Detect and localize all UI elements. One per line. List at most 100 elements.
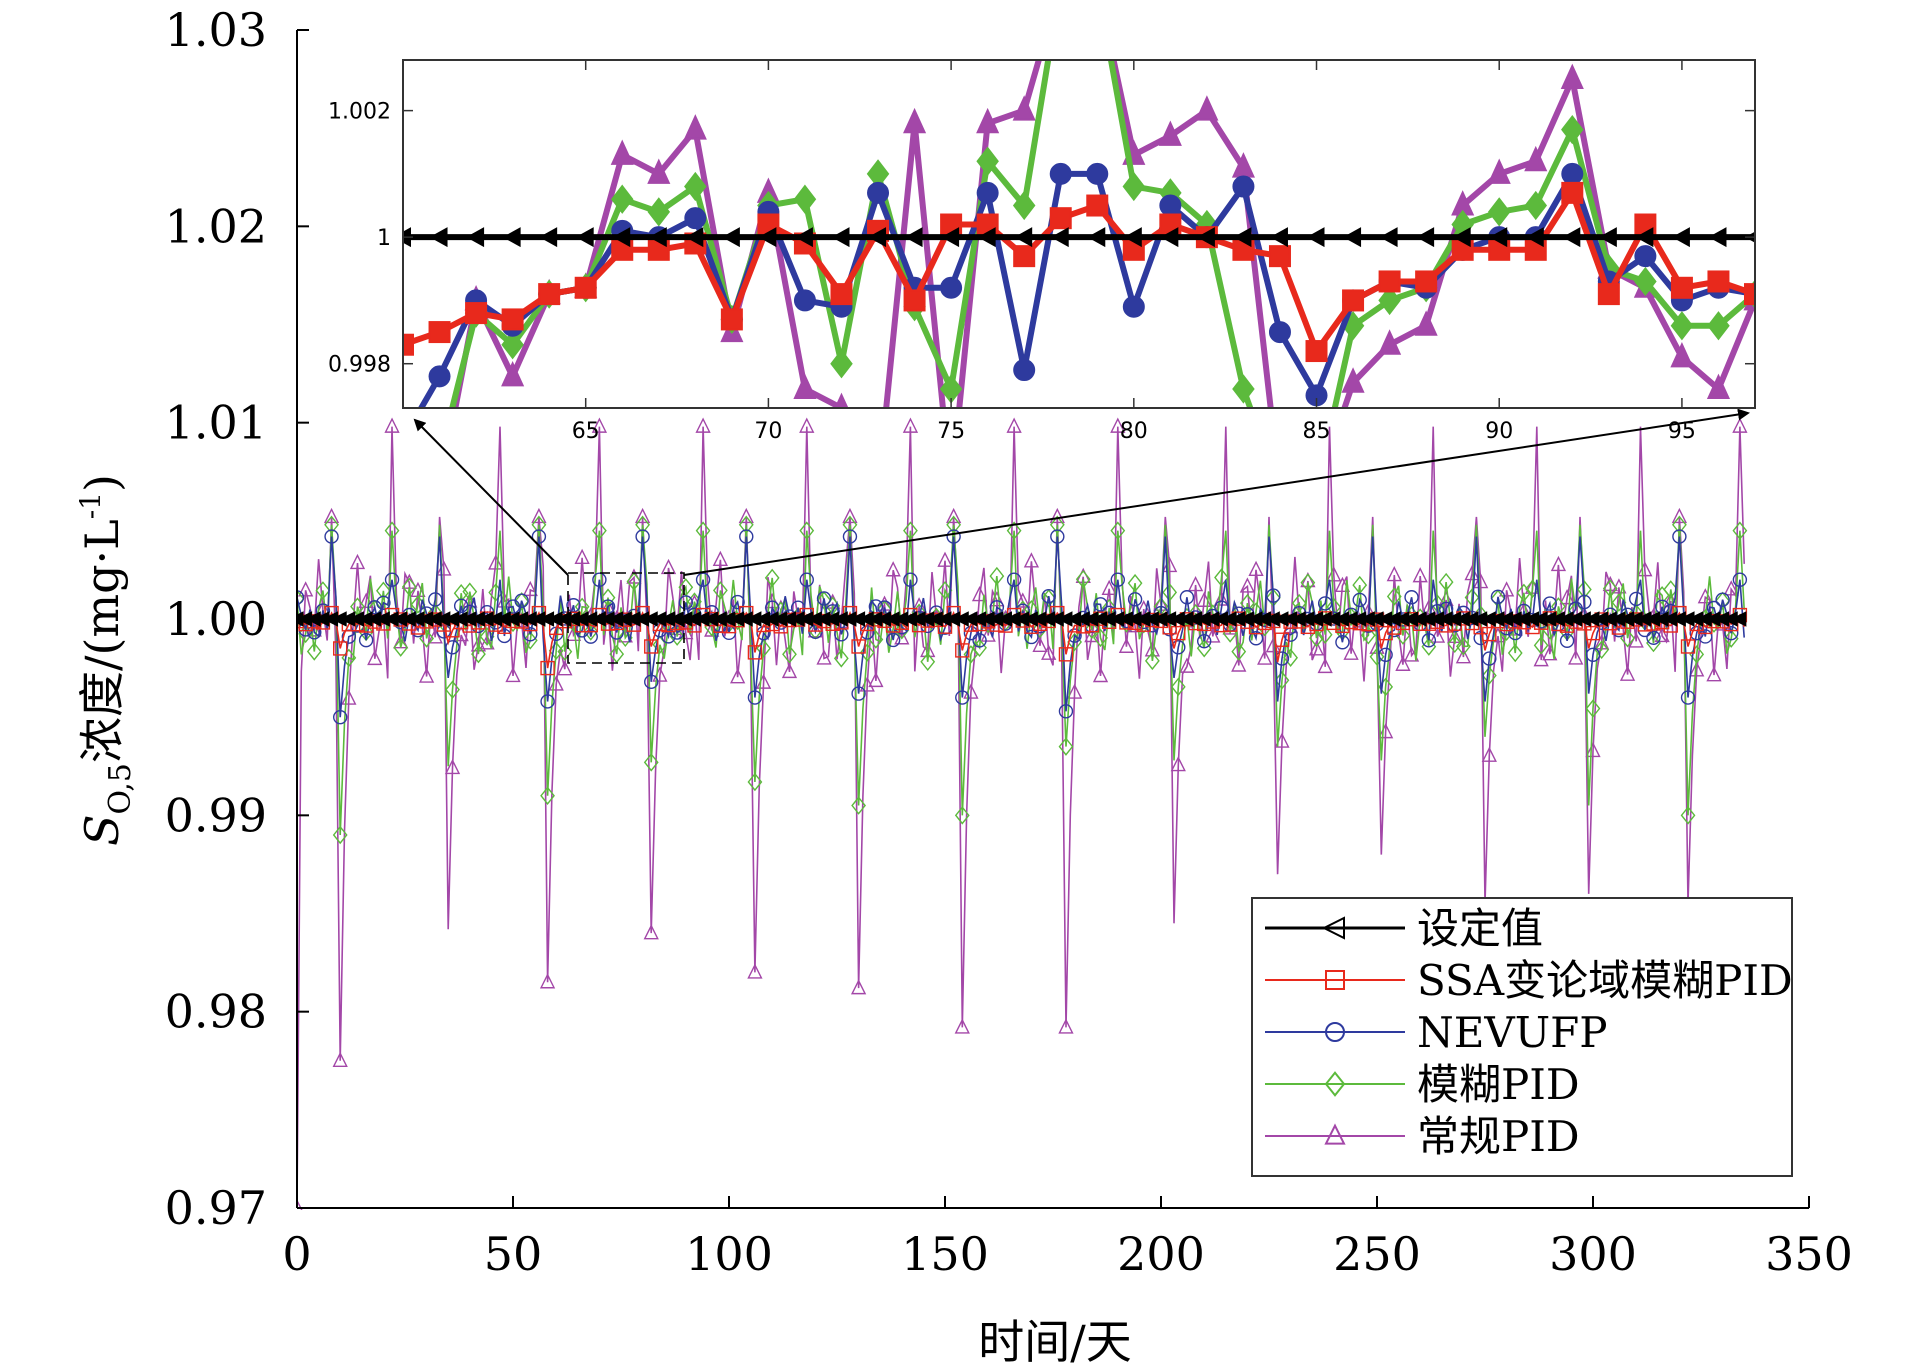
main-point-pid	[1205, 627, 1221, 643]
inset-y-tick-label: 0.998	[328, 353, 391, 378]
main-point-fuzzy	[1300, 573, 1316, 592]
main-point-nevufp	[963, 625, 979, 641]
x-tick-label: 200	[1117, 1227, 1205, 1281]
inset-point-pid	[610, 139, 634, 165]
main-point-fuzzy	[989, 566, 1005, 586]
main-point-fuzzy	[1395, 626, 1411, 645]
main-point-nevufp	[1196, 633, 1212, 649]
main-point-nevufp	[1171, 640, 1186, 655]
main-point-nevufp	[842, 529, 858, 544]
main-point-fuzzy	[1732, 521, 1748, 540]
inset-point-nevufp	[793, 289, 816, 312]
inset-point-ssa	[1561, 181, 1584, 204]
main-point-ssa	[1274, 632, 1290, 647]
inset-point-nevufp	[976, 181, 999, 204]
main-point-nevufp	[790, 600, 806, 615]
main-point-nevufp	[816, 591, 832, 606]
main-point-nevufp	[1490, 589, 1506, 605]
legend-label-setpoint: 设定值	[1417, 904, 1543, 953]
main-point-fuzzy	[1274, 671, 1290, 690]
inset-point-ssa	[1744, 283, 1755, 306]
inset-point-setpoint	[612, 227, 631, 248]
main-point-fuzzy	[643, 753, 659, 772]
inset-point-ssa	[1670, 276, 1693, 299]
main-point-pid	[505, 666, 521, 683]
main-point-pid	[1386, 566, 1402, 582]
main-point-pid	[1032, 636, 1048, 652]
inset-point-pid	[1524, 145, 1548, 172]
inset-point-setpoint	[1160, 227, 1179, 248]
inset-point-pid	[1414, 310, 1438, 336]
inset-point-nevufp	[1086, 162, 1109, 185]
main-point-pid	[1568, 649, 1584, 665]
y-axis-subscript: O,5	[103, 763, 138, 814]
main-point-nevufp	[1110, 572, 1126, 587]
main-point-fuzzy	[315, 581, 331, 600]
main-point-fuzzy	[531, 515, 547, 535]
inset-point-ssa	[1378, 270, 1401, 293]
main-point-pid	[332, 1051, 348, 1067]
legend-item-fuzzy: 模糊PID	[1265, 1060, 1580, 1109]
inset-point-ssa	[1305, 340, 1328, 363]
inset-point-setpoint	[1087, 227, 1106, 248]
main-point-nevufp	[1058, 704, 1074, 719]
inset-point-setpoint	[1525, 227, 1544, 248]
main-point-pid	[730, 668, 746, 684]
main-point-fuzzy	[1006, 521, 1022, 540]
inset-ticks-group: 65 70 75 80 85 90 95 0.998 1 1.002	[328, 60, 1755, 444]
inset-point-ssa	[1049, 207, 1072, 230]
main-series-group	[297, 417, 1748, 1210]
main-point-pid	[1671, 507, 1688, 524]
main-point-pid	[418, 667, 435, 683]
inset-point-setpoint	[1269, 227, 1288, 248]
main-point-pid	[1110, 417, 1126, 433]
main-point-pid	[1706, 666, 1722, 682]
main-point-ssa	[644, 639, 659, 654]
main-point-nevufp	[428, 592, 443, 607]
main-point-pid	[971, 586, 988, 602]
main-point-nevufp	[1698, 629, 1713, 644]
main-point-fuzzy	[376, 581, 391, 601]
main-point-fuzzy	[1170, 677, 1186, 697]
x-tick-label: 250	[1333, 1227, 1421, 1281]
main-point-nevufp	[669, 625, 685, 640]
main-point-nevufp	[661, 629, 676, 644]
y-axis-text: 浓度/(mg·L	[75, 519, 129, 763]
main-point-pid	[937, 551, 953, 567]
inset-point-fuzzy	[1487, 197, 1511, 227]
main-point-fuzzy	[1481, 666, 1497, 685]
inset-point-setpoint	[1708, 227, 1727, 248]
main-point-fuzzy	[1438, 572, 1454, 592]
main-point-pid	[902, 417, 919, 433]
inset-point-ssa	[830, 283, 853, 306]
inset-series-ssa	[403, 181, 1755, 363]
inset-point-fuzzy	[610, 184, 634, 214]
main-point-fuzzy	[764, 568, 780, 588]
main-point-nevufp	[635, 529, 650, 544]
main-point-nevufp	[1317, 596, 1333, 611]
main-point-nevufp	[799, 572, 814, 587]
main-point-nevufp	[1214, 600, 1229, 615]
main-point-fuzzy	[1360, 626, 1376, 645]
main-point-nevufp	[531, 529, 547, 544]
main-point-nevufp	[1585, 647, 1601, 663]
main-point-nevufp	[540, 694, 555, 709]
main-point-pid	[1412, 567, 1428, 583]
main-point-pid	[539, 973, 556, 989]
main-point-fuzzy	[747, 772, 763, 792]
main-point-fuzzy	[540, 786, 555, 805]
y-axis-symbol: S	[75, 814, 129, 846]
main-point-nevufp	[946, 529, 961, 544]
main-point-fuzzy	[514, 592, 530, 611]
legend-item-setpoint: 设定值	[1265, 904, 1543, 953]
main-point-nevufp	[695, 572, 711, 587]
inset-point-ssa	[538, 283, 561, 306]
main-point-pid	[1550, 555, 1567, 572]
main-point-nevufp	[765, 600, 780, 615]
main-point-fuzzy	[851, 796, 866, 815]
inset-point-ssa	[465, 302, 488, 325]
main-point-nevufp	[609, 625, 624, 640]
main-point-fuzzy	[384, 521, 400, 540]
main-point-nevufp	[1404, 590, 1419, 605]
